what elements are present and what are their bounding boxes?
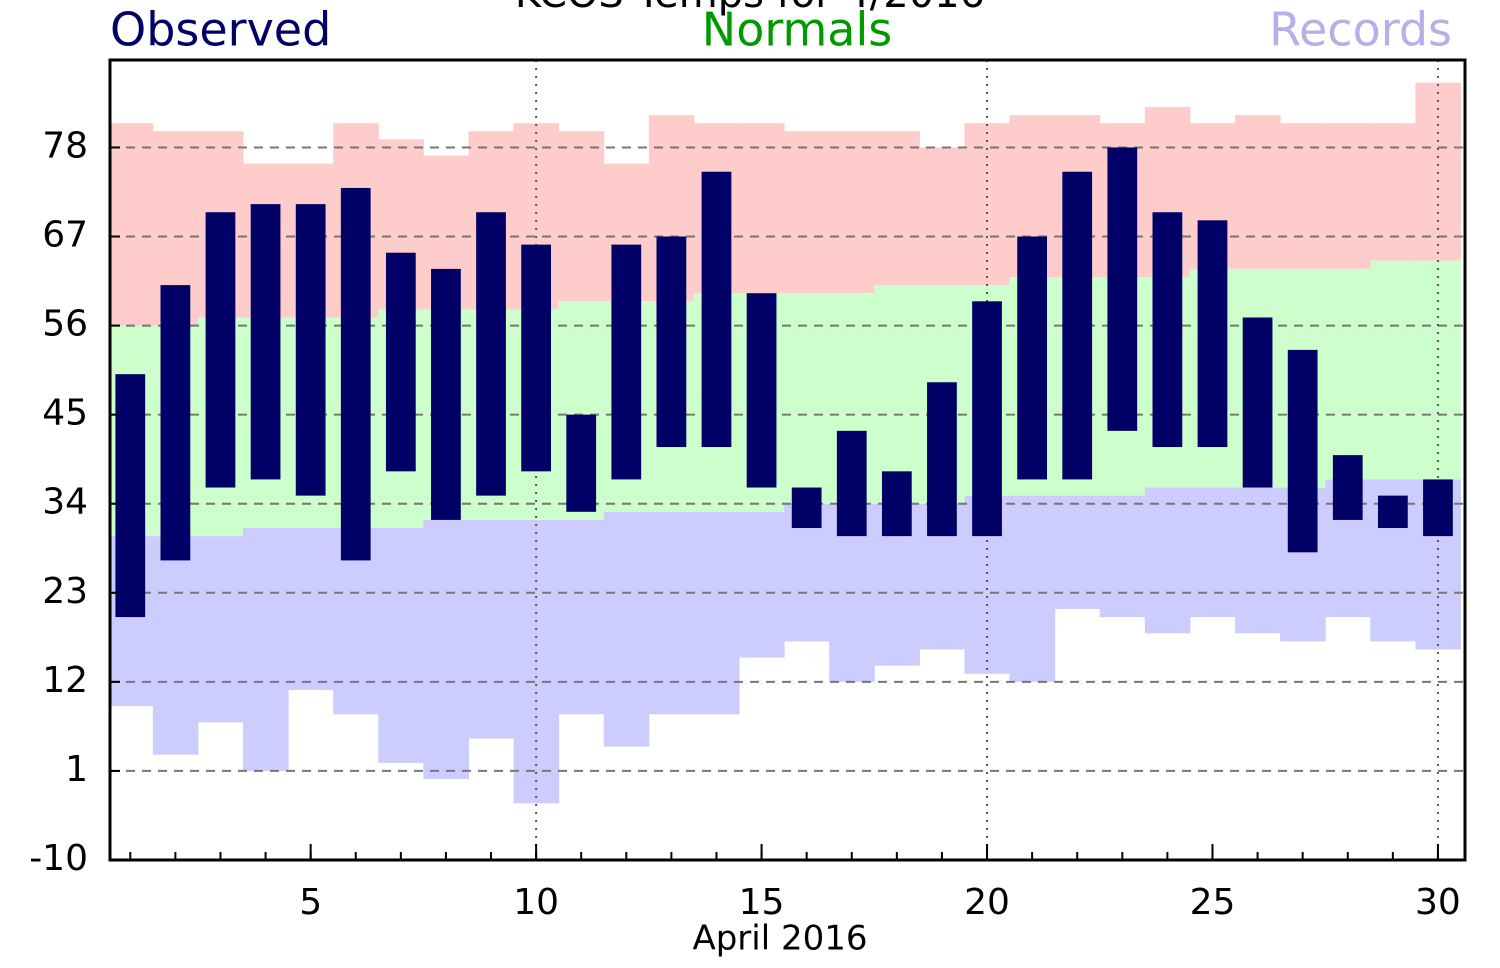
record-low-area — [152, 536, 199, 755]
record-low-area — [739, 511, 785, 658]
observed-bar — [385, 252, 416, 472]
observed-bar — [972, 301, 1002, 537]
record-low-area — [468, 519, 515, 739]
observed-bar — [836, 430, 867, 537]
record-low-area — [1144, 487, 1191, 634]
record-high-area — [1370, 123, 1416, 261]
observed-bar — [927, 382, 957, 537]
observed-bar — [746, 293, 777, 488]
observed-bar — [1332, 455, 1363, 520]
observed-bar — [566, 414, 597, 512]
observed-bar — [701, 171, 732, 448]
axes: -10 1 12 23 34 45 56 67 78 5 10 15 20 25 30 — [29, 58, 1467, 923]
record-low-area — [603, 511, 650, 747]
y-tick-label: 56 — [42, 304, 88, 345]
observed-bar — [881, 471, 912, 537]
normal-area — [1415, 260, 1461, 480]
record-low-area — [1235, 487, 1281, 634]
observed-bar — [1242, 317, 1273, 488]
plot-frame — [108, 58, 1467, 862]
record-high-area — [558, 131, 605, 302]
legend-records: Records — [1269, 3, 1452, 57]
observed-bar — [1197, 220, 1228, 448]
record-low-area — [1009, 495, 1056, 682]
x-tick-label: 5 — [299, 882, 322, 923]
record-low-area — [558, 519, 605, 715]
record-low-area — [243, 528, 289, 771]
observed-bar — [611, 244, 642, 480]
observed-bar — [656, 236, 687, 448]
observed-bar — [1107, 147, 1138, 431]
observed-bar — [1152, 212, 1183, 448]
record-low-area — [423, 519, 469, 780]
x-tick-label: 20 — [964, 882, 1010, 923]
y-tick-label: 34 — [42, 482, 88, 523]
normal-area — [1370, 260, 1416, 480]
observed-bar — [205, 212, 236, 488]
observed-bar — [521, 244, 551, 472]
observed-bar — [295, 204, 326, 496]
observed-bar — [791, 487, 822, 529]
record-high-area — [1325, 123, 1371, 269]
y-tick-label: 12 — [42, 660, 88, 701]
normal-area — [784, 293, 830, 504]
record-low-area — [378, 528, 424, 763]
x-tick-label: 25 — [1190, 882, 1236, 923]
observed-bar — [1017, 236, 1048, 480]
observed-bar — [476, 212, 506, 496]
y-tick-label: 1 — [65, 749, 88, 790]
record-high-area — [1280, 123, 1326, 269]
observed-bar — [340, 187, 371, 561]
record-high-area — [919, 147, 965, 286]
y-tick-label: 45 — [42, 393, 88, 434]
record-high-area — [784, 131, 830, 294]
x-tick-label: 30 — [1415, 882, 1461, 923]
observed-bar — [250, 204, 281, 480]
y-tick-label: 67 — [42, 215, 88, 256]
record-high-area — [739, 123, 785, 294]
normal-area — [1325, 268, 1371, 480]
record-low-area — [197, 536, 244, 723]
record-low-area — [693, 511, 740, 715]
record-low-area — [288, 528, 334, 690]
record-low-area — [1054, 495, 1101, 609]
plot-area — [110, 60, 1465, 860]
legend-normals: Normals — [702, 3, 892, 57]
record-high-area — [1235, 115, 1281, 269]
normal-area — [874, 285, 920, 504]
observed-bar — [1423, 479, 1453, 537]
observed-bar — [160, 285, 191, 561]
record-low-area — [648, 511, 695, 715]
observed-bar — [115, 374, 146, 618]
observed-bar — [1287, 349, 1318, 553]
record-high-area — [1415, 82, 1461, 261]
observed-bar — [431, 268, 461, 520]
record-low-area — [1189, 487, 1236, 618]
chart-title: KCOS Temps for 4/2016 — [515, 0, 985, 17]
legend-observed: Observed — [110, 3, 331, 57]
record-high-area — [829, 131, 875, 294]
x-axis-label: April 2016 — [692, 919, 867, 959]
x-tick-label: 10 — [513, 882, 559, 923]
x-tick-label: 15 — [739, 882, 785, 923]
observed-bar — [1062, 171, 1093, 480]
observed-bar — [1377, 495, 1408, 529]
y-tick-label: -10 — [29, 838, 88, 879]
record-low-area — [1099, 495, 1146, 618]
y-tick-label: 23 — [42, 571, 88, 612]
record-high-area — [110, 123, 154, 326]
record-high-area — [874, 131, 920, 286]
y-tick-label: 78 — [42, 125, 88, 166]
